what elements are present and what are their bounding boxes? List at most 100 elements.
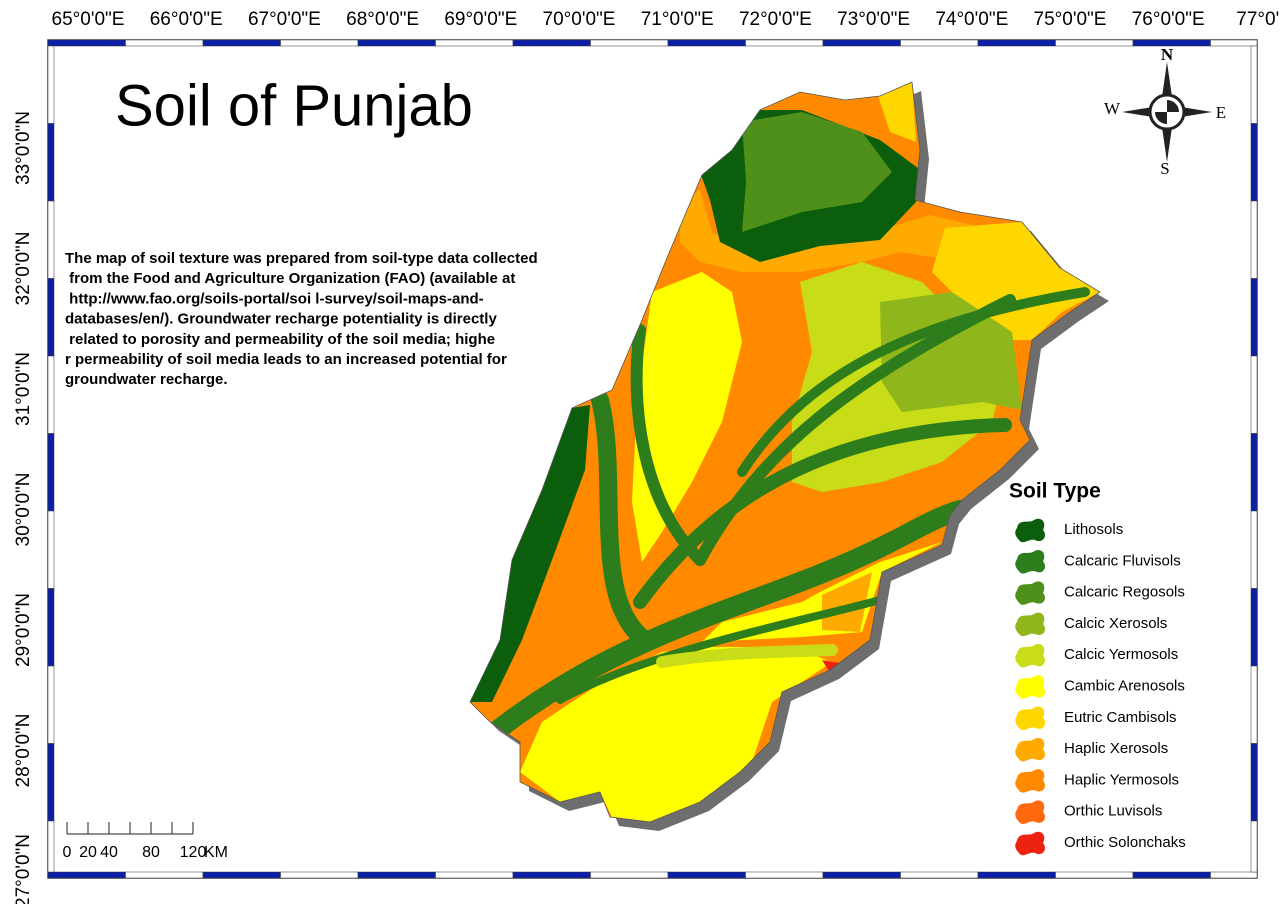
border-segment [745,39,824,47]
legend-swatch [1015,706,1046,731]
border-segment [900,871,979,879]
border-segment [667,39,746,47]
description-line: databases/en/). Groundwater recharge pot… [65,311,497,328]
border-segment [47,665,55,744]
legend-swatch [1015,769,1046,793]
border-segment [47,200,55,279]
legend-swatch [1015,737,1046,762]
soil-region [470,405,590,702]
legend-title: Soil Type [1009,480,1101,503]
border-segment [125,39,204,47]
scale-label: 20 [79,844,97,861]
border-segment [435,39,514,47]
border-segment [590,871,669,879]
scale-unit: KM [204,844,228,861]
border-segment [977,39,1056,47]
border-segment [280,871,359,879]
border-segment [590,39,669,47]
compass-n: N [1161,45,1174,64]
border-segment [47,433,55,512]
map-outline [469,81,1101,823]
soil-band [485,500,970,742]
latitude-label: 29°0'0"N [13,593,34,667]
description-line: groundwater recharge. [65,371,228,388]
legend-swatch [1015,831,1046,856]
border-segment [202,871,281,879]
compass-s: S [1160,159,1169,178]
soil-band [737,287,1090,477]
legend-label: Cambic Arenosols [1064,677,1185,694]
soil-region [702,542,942,642]
border-segment [1055,39,1134,47]
compass-e: E [1216,103,1226,122]
border-segment [1250,665,1258,744]
scale-label: 120 [180,844,207,861]
latitude-label: 33°0'0"N [13,111,34,185]
scale-label: 80 [142,844,160,861]
border-segment [1250,588,1258,667]
border-segment [47,278,55,357]
border-segment [1132,871,1211,879]
description-line: r permeability of soil media leads to an… [65,351,507,368]
border-segment [1250,123,1258,202]
longitude-label: 67°0'0"E [248,9,321,30]
longitude-label: 72°0'0"E [739,9,812,30]
border-segment [47,39,126,47]
legend-label: Calcic Yermosols [1064,646,1178,663]
soil-band [556,596,884,704]
description: The map of soil texture was prepared fro… [65,250,538,388]
longitude-label: 75°0'0"E [1034,9,1107,30]
border-segment [435,871,514,879]
border-segment [47,588,55,667]
soil-region [822,572,872,632]
border-segment [202,39,281,47]
legend-label: Calcaric Fluvisols [1064,552,1181,569]
border-segment [1250,743,1258,822]
legend: Lithosols Calcaric Fluvisols Calcaric Rego… [1015,518,1186,856]
border-segment [1210,871,1258,879]
soil-band [633,418,1012,609]
border-segment [667,871,746,879]
longitude-label: 74°0'0"E [935,9,1008,30]
border-segment [1055,871,1134,879]
map-title: Soil of Punjab [115,73,473,138]
soil-band [591,391,654,649]
soil-band [656,644,838,668]
legend-label: Haplic Yermosols [1064,771,1179,788]
border-segment [47,45,55,124]
longitude-label: 77°0'0" [1236,9,1280,30]
soil-region [880,292,1022,412]
latitude-label: 28°0'0"N [13,714,34,788]
compass-w: W [1104,99,1121,118]
border-segment [47,820,55,873]
border-segment [357,39,436,47]
border-segment [47,743,55,822]
legend-swatch [1015,800,1046,824]
border-segment [47,123,55,202]
description-line: related to porosity and permeability of … [65,331,495,348]
legend-swatch [1015,612,1046,637]
border-segment [512,871,591,879]
legend-swatch [1015,675,1046,699]
longitude-label: 71°0'0"E [641,9,714,30]
legend-label: Lithosols [1064,521,1123,538]
legend-label: Orthic Luvisols [1064,803,1162,820]
legend-label: Calcic Xerosols [1064,615,1167,632]
border-segment [357,871,436,879]
soil-band [694,294,1016,566]
border-segment [125,871,204,879]
legend-swatch [1015,581,1046,605]
compass-center [1155,100,1179,124]
border-segment [1210,39,1258,47]
border-segment [745,871,824,879]
punjab-map [469,81,1109,831]
border-segment [1250,355,1258,434]
soil-region [742,112,892,232]
border-segment [47,871,126,879]
soil-region [520,647,832,822]
scale-label: 0 [63,844,72,861]
legend-label: Eutric Cambisols [1064,709,1177,726]
legend-label: Haplic Xerosols [1064,740,1168,757]
